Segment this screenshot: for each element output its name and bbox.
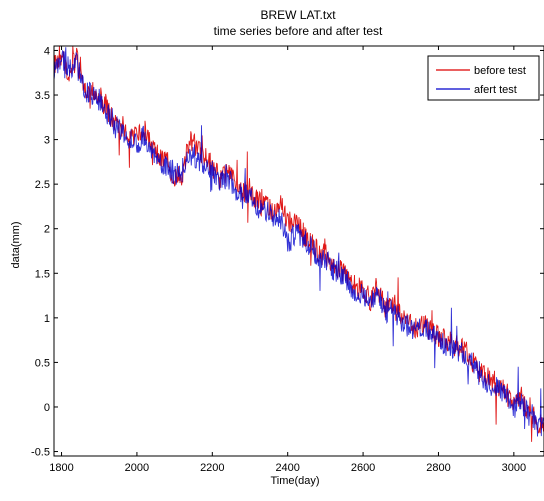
chart-subtitle: time series before and after test — [214, 24, 383, 38]
x-tick-label: 2800 — [426, 462, 450, 474]
legend-label-before-test: before test — [474, 65, 526, 77]
x-tick-label: 1800 — [49, 462, 73, 474]
y-tick-label: 1.5 — [35, 268, 50, 280]
x-axis-label: Time(day) — [270, 475, 319, 487]
plot-frame — [53, 45, 544, 457]
y-tick-label: 2 — [44, 224, 50, 236]
legend-box — [427, 55, 540, 101]
x-tick-label: 3000 — [502, 462, 526, 474]
x-axis-ticks: 1800 2000 2200 2400 2600 2800 3000 — [49, 46, 526, 474]
series-line-before-test — [53, 45, 544, 442]
y-tick-label: 3.5 — [35, 90, 50, 102]
legend: before test afert test — [427, 55, 540, 101]
y-axis-label: data(mm) — [10, 221, 22, 268]
y-tick-label: 1 — [44, 313, 50, 325]
y-axis-ticks: -0.5 0 0.5 1 1.5 2 2.5 3 3.5 4 — [31, 45, 544, 459]
legend-label-afert-test: afert test — [474, 84, 517, 96]
x-tick-label: 2000 — [125, 462, 149, 474]
x-tick-label: 2200 — [200, 462, 224, 474]
series-line-afert-test — [53, 47, 544, 437]
x-tick-label: 2400 — [275, 462, 299, 474]
chart-title: BREW LAT.txt — [260, 8, 336, 22]
y-tick-label: 4 — [44, 45, 50, 57]
x-tick-label: 2600 — [351, 462, 375, 474]
y-tick-label: 0.5 — [35, 357, 50, 369]
y-tick-label: -0.5 — [31, 447, 50, 459]
y-tick-label: 3 — [44, 135, 50, 147]
y-tick-label: 0 — [44, 402, 50, 414]
y-tick-label: 2.5 — [35, 179, 50, 191]
series-layer — [53, 45, 544, 442]
